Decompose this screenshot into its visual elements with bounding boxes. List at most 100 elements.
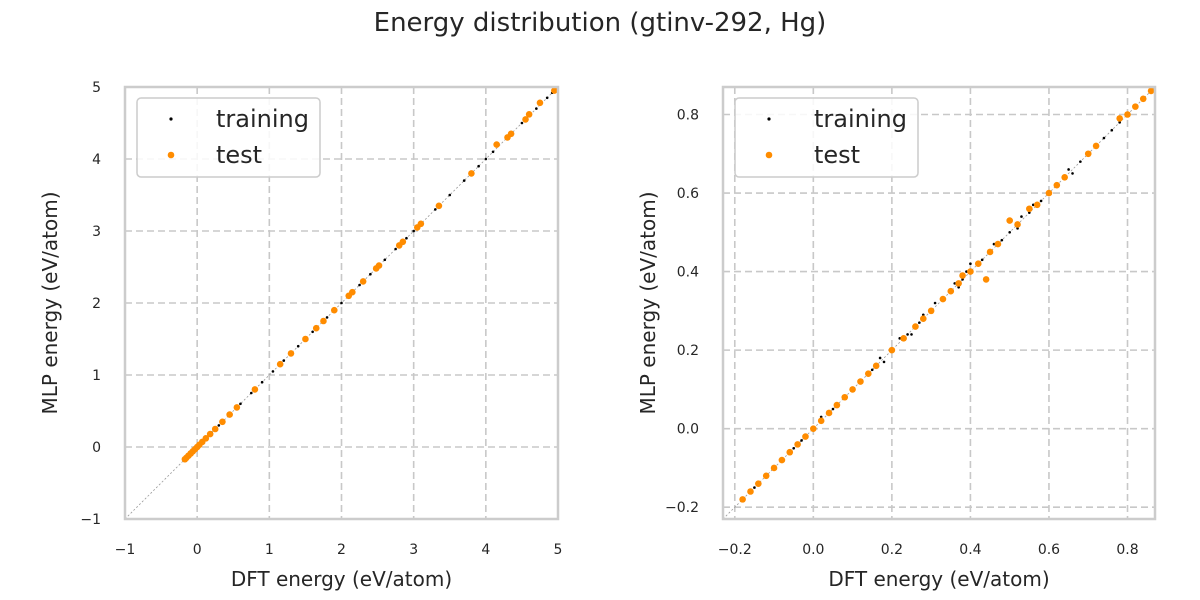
data-point-training <box>918 321 921 324</box>
legend-box <box>136 97 321 178</box>
data-point-training <box>520 121 524 125</box>
data-point-test <box>219 418 226 426</box>
legend: training test <box>136 97 321 178</box>
y-tick-label: 5 <box>92 80 101 96</box>
data-point-test <box>857 378 864 385</box>
x-tick-label: 0 <box>193 542 202 558</box>
data-point-training <box>491 150 495 154</box>
data-point-test <box>206 430 214 438</box>
y-tick-label: 0.4 <box>677 265 699 281</box>
x-tick-label: 0.6 <box>1038 542 1060 558</box>
data-point-test <box>849 386 856 393</box>
x-axis-label: DFT energy (eV/atom) <box>828 567 1049 591</box>
data-point-test <box>1061 174 1068 181</box>
data-point-test <box>1053 181 1061 189</box>
data-point-test <box>312 324 320 332</box>
data-point-training <box>831 407 835 411</box>
x-tick-label: 0.0 <box>802 542 824 558</box>
data-point-test <box>1026 205 1033 213</box>
x-tick-label: 3 <box>409 542 418 558</box>
data-point-training <box>477 164 480 168</box>
data-point-training <box>870 368 874 372</box>
y-axis-label: MLP energy (eV/atom) <box>38 191 62 414</box>
data-point-training <box>1071 172 1074 175</box>
data-point-test <box>1006 217 1013 224</box>
data-point-test <box>375 262 383 269</box>
data-point-test <box>762 472 770 480</box>
data-point-training <box>1020 215 1023 218</box>
data-point-training <box>405 236 408 240</box>
plot-frame <box>123 85 560 521</box>
data-point-test <box>802 433 809 440</box>
data-point-training <box>383 258 387 262</box>
data-point-training <box>369 272 372 276</box>
data-point-test <box>399 238 407 246</box>
data-point-test <box>794 441 801 448</box>
data-point-training <box>448 193 452 197</box>
y-tick-label: −0.2 <box>665 500 699 516</box>
data-point-test <box>919 315 927 323</box>
data-point-test <box>955 280 962 287</box>
data-point-test <box>1139 95 1147 103</box>
data-point-training <box>535 107 538 110</box>
data-point-test <box>959 272 966 279</box>
data-point-training <box>217 424 221 427</box>
x-tick-label: 1 <box>265 542 274 558</box>
data-point-test <box>302 335 309 343</box>
data-point-test <box>320 317 327 325</box>
data-point-test <box>865 370 872 377</box>
data-point-test <box>1092 142 1100 150</box>
y-tick-label: 0.8 <box>677 107 699 123</box>
data-point-training <box>340 301 343 305</box>
data-point-test <box>226 411 233 418</box>
legend-label-training: training <box>814 105 907 133</box>
data-point-training <box>906 333 909 336</box>
data-point-test <box>900 335 907 342</box>
data-point-training <box>1031 203 1035 207</box>
data-point-test <box>747 488 754 495</box>
data-point-training <box>819 415 823 419</box>
data-point-training <box>1016 227 1019 230</box>
data-point-test <box>417 220 425 228</box>
data-point-training <box>800 439 803 442</box>
data-point-training <box>1118 121 1121 124</box>
y-tick-label: 3 <box>92 224 101 240</box>
data-point-test <box>810 425 817 432</box>
data-point-training <box>980 258 984 262</box>
legend-marker-training <box>169 117 173 121</box>
data-point-test <box>786 448 794 456</box>
x-tick-label: 4 <box>481 542 490 558</box>
data-point-training <box>296 344 300 348</box>
data-point-training <box>545 96 549 100</box>
data-point-training <box>1067 168 1070 171</box>
diagonal-reference-line <box>722 86 1156 520</box>
data-point-training <box>271 370 275 373</box>
plot-frame <box>721 85 1157 521</box>
data-point-test <box>755 480 762 487</box>
data-point-test <box>1014 221 1021 228</box>
data-point-test <box>536 99 544 107</box>
y-tick-label: 2 <box>92 296 101 312</box>
data-point-test <box>888 346 896 354</box>
data-point-test <box>912 323 919 330</box>
data-point-training <box>921 313 925 317</box>
data-point-test <box>1124 111 1131 118</box>
legend-label-test: test <box>216 141 262 169</box>
x-tick-label: −0.2 <box>718 542 752 558</box>
data-point-test <box>1116 115 1123 122</box>
data-point-training <box>412 229 415 233</box>
data-points <box>181 87 558 463</box>
data-point-training <box>969 262 972 266</box>
y-tick-label: 4 <box>92 152 101 168</box>
data-point-test <box>211 425 219 433</box>
y-tick-label: 1 <box>92 368 101 384</box>
data-point-training <box>961 278 964 281</box>
data-point-training <box>910 333 913 336</box>
legend-box <box>734 97 919 178</box>
legend-label-test: test <box>814 141 860 169</box>
data-point-training <box>753 486 756 489</box>
data-point-training <box>1028 211 1031 214</box>
y-tick-label: 0.6 <box>677 186 699 202</box>
data-point-training <box>1079 160 1082 163</box>
